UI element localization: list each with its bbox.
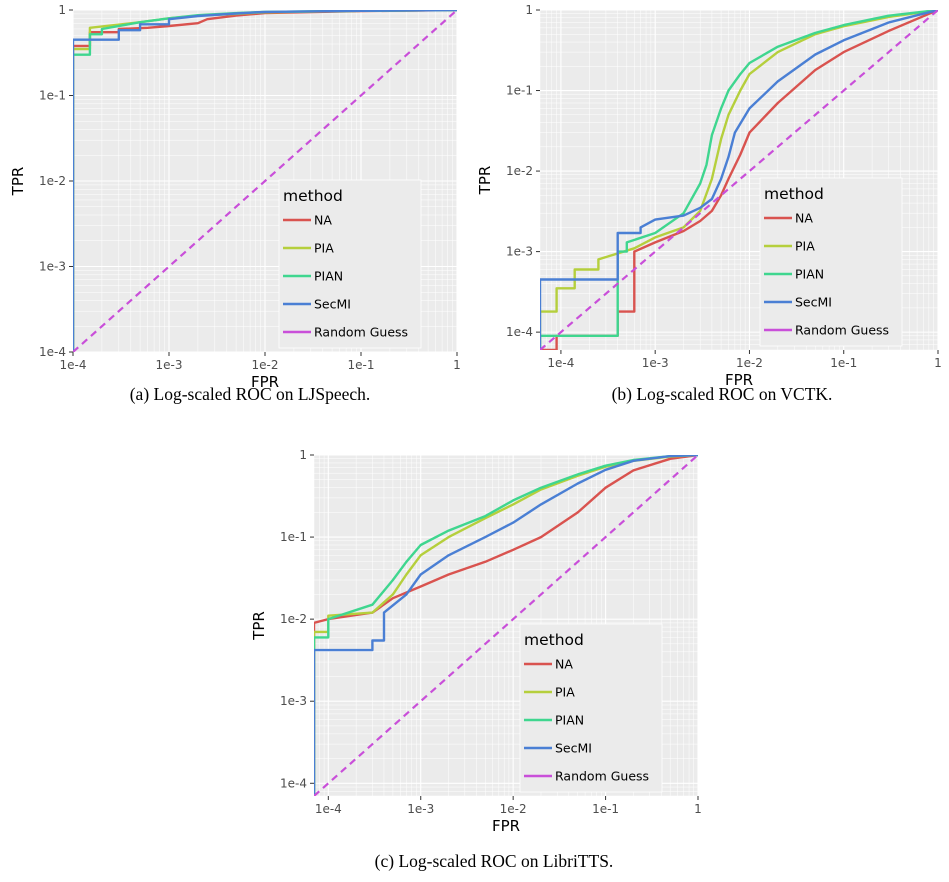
legend: method NA PIA PIAN SecMI Random Guess bbox=[759, 177, 903, 347]
series-line-random-guess bbox=[540, 10, 938, 350]
x-tick-label: 1e-2 bbox=[252, 358, 279, 372]
series-line-pia bbox=[540, 10, 938, 350]
y-tick-label: 1e-4 bbox=[280, 776, 307, 790]
chart-caption: (c) Log-scaled ROC on LibriTTS. bbox=[375, 851, 614, 871]
legend-box bbox=[278, 179, 422, 349]
x-axis-title: FPR bbox=[492, 817, 520, 835]
legend: method NA PIA PIAN SecMI Random Guess bbox=[519, 623, 663, 793]
x-tick-label: 1 bbox=[694, 802, 702, 816]
x-tick-label: 1e-3 bbox=[407, 802, 434, 816]
legend-box bbox=[759, 177, 903, 347]
chart-caption: (b) Log-scaled ROC on VCTK. bbox=[612, 384, 833, 404]
legend-label: Random Guess bbox=[555, 769, 649, 784]
y-tick-label: 1e-4 bbox=[506, 325, 533, 339]
x-tick-label: 1e-2 bbox=[736, 356, 763, 370]
x-tick-label: 1 bbox=[453, 358, 461, 372]
y-tick-label: 1e-2 bbox=[506, 164, 533, 178]
series-line-pian bbox=[540, 10, 938, 350]
x-tick-label: 1e-4 bbox=[315, 802, 342, 816]
roc-chart-ljspeech: 1e-4 1e-3 1e-2 1e-1 1 1e-4 1e-3 1e-2 1e-1 1 FPR TPR… bbox=[9, 3, 461, 404]
legend-label: SecMI bbox=[795, 295, 832, 310]
y-tick-label: 1e-1 bbox=[506, 84, 533, 98]
y-axis-title: TPR bbox=[476, 166, 494, 196]
x-tick-label: 1e-1 bbox=[830, 356, 857, 370]
legend-label: SecMI bbox=[555, 741, 592, 756]
legend-title: method bbox=[764, 185, 824, 203]
y-tick-label: 1e-1 bbox=[39, 89, 66, 103]
legend-label: PIAN bbox=[795, 267, 824, 282]
x-tick-label: 1e-3 bbox=[642, 356, 669, 370]
x-tick-label: 1e-3 bbox=[156, 358, 183, 372]
legend-label: SecMI bbox=[314, 297, 351, 312]
legend-label: PIA bbox=[314, 241, 334, 256]
legend-label: NA bbox=[555, 657, 573, 672]
x-axis-title: FPR bbox=[251, 373, 279, 391]
legend-title: method bbox=[524, 631, 584, 649]
series-line-random-guess bbox=[314, 455, 698, 796]
x-tick-label: 1e-1 bbox=[592, 802, 619, 816]
y-tick-label: 1 bbox=[58, 3, 66, 17]
x-tick-label: 1 bbox=[934, 356, 942, 370]
y-tick-label: 1e-1 bbox=[280, 530, 307, 544]
legend-label: NA bbox=[314, 213, 332, 228]
legend: method NA PIA PIAN SecMI Random Guess bbox=[278, 179, 422, 349]
y-tick-label: 1e-2 bbox=[39, 174, 66, 188]
chart-caption: (a) Log-scaled ROC on LJSpeech. bbox=[130, 384, 371, 404]
roc-chart-libritts: 1e-4 1e-3 1e-2 1e-1 1 1e-4 1e-3 1e-2 1e-1 1 FPR TPR… bbox=[250, 448, 702, 871]
roc-chart-vctk: 1e-4 1e-3 1e-2 1e-1 1 1e-4 1e-3 1e-2 1e-1 1 FPR TPR… bbox=[476, 3, 942, 404]
series-line-secmi bbox=[314, 455, 698, 796]
y-tick-label: 1e-3 bbox=[280, 694, 307, 708]
y-tick-label: 1e-3 bbox=[39, 260, 66, 274]
legend-label: Random Guess bbox=[795, 323, 889, 338]
series-line-secmi bbox=[73, 10, 457, 352]
legend-box bbox=[519, 623, 663, 793]
series-line-pian bbox=[314, 455, 698, 796]
series-lines bbox=[540, 10, 938, 350]
legend-title: method bbox=[283, 187, 343, 205]
y-tick-label: 1 bbox=[299, 448, 307, 462]
y-tick-label: 1e-4 bbox=[39, 345, 66, 359]
x-tick-label: 1e-4 bbox=[60, 358, 87, 372]
series-line-random-guess bbox=[73, 10, 457, 352]
legend-label: PIA bbox=[555, 685, 575, 700]
y-tick-label: 1e-3 bbox=[506, 245, 533, 259]
series-line-secmi bbox=[540, 10, 938, 350]
x-tick-label: 1e-2 bbox=[500, 802, 527, 816]
y-tick-label: 1e-2 bbox=[280, 612, 307, 626]
x-axis-title: FPR bbox=[725, 371, 753, 389]
x-tick-label: 1e-4 bbox=[547, 356, 574, 370]
legend-label: NA bbox=[795, 211, 813, 226]
legend-label: PIA bbox=[795, 239, 815, 254]
series-line-na bbox=[314, 455, 698, 796]
series-lines bbox=[73, 10, 457, 352]
series-lines bbox=[314, 455, 698, 796]
legend-label: PIAN bbox=[314, 269, 343, 284]
x-tick-label: 1e-1 bbox=[348, 358, 375, 372]
legend-label: PIAN bbox=[555, 713, 584, 728]
y-axis-title: TPR bbox=[250, 611, 268, 641]
y-tick-label: 1 bbox=[525, 3, 533, 17]
y-axis-title: TPR bbox=[9, 167, 27, 197]
legend-label: Random Guess bbox=[314, 325, 408, 340]
